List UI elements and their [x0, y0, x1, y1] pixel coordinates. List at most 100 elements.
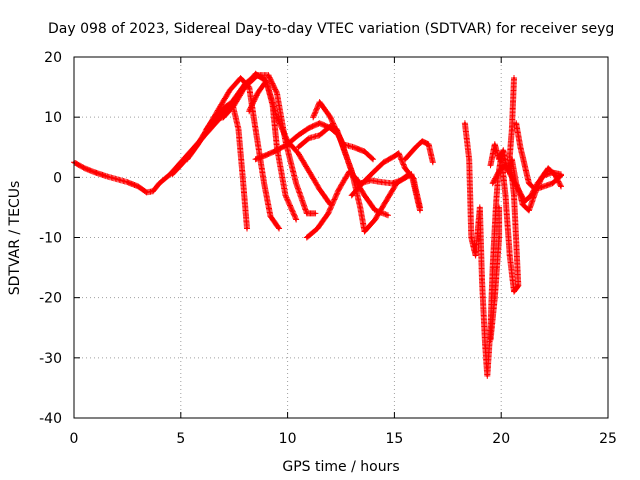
data-point — [478, 206, 481, 209]
data-point — [380, 180, 383, 184]
data-point — [218, 106, 221, 110]
x-tick-label: 20 — [492, 431, 510, 447]
data-point — [341, 143, 345, 146]
y-tick-label: 20 — [44, 50, 62, 66]
data-point — [361, 182, 364, 185]
data-point — [294, 218, 298, 221]
data-point — [470, 236, 473, 239]
data-point — [267, 73, 270, 77]
data-point — [327, 212, 330, 215]
data-point — [369, 179, 373, 182]
data-point — [297, 146, 300, 149]
data-point — [275, 149, 279, 152]
data-point — [318, 100, 321, 104]
data-point — [494, 206, 498, 209]
data-point — [527, 182, 531, 185]
data-point — [502, 149, 505, 152]
data-point — [262, 182, 266, 185]
series-arc-k — [402, 138, 436, 166]
data-point — [542, 185, 546, 188]
data-point — [529, 194, 533, 197]
axis-ticks: 0 5 10 15 20 25 -40 -30 -20 -10 0 10 20 — [39, 50, 617, 447]
data-point — [237, 128, 240, 131]
data-point — [297, 152, 300, 155]
data-point — [431, 161, 434, 164]
data-point — [491, 182, 494, 185]
data-point — [222, 116, 225, 119]
data-point — [363, 194, 366, 197]
series-arc-e — [246, 78, 334, 208]
data-point — [374, 209, 377, 212]
chart-title: Day 098 of 2023, Sidereal Day-to-day VTE… — [48, 21, 614, 37]
y-axis-label: SDTVAR / TECUs — [7, 181, 23, 296]
data-point — [508, 155, 511, 158]
data-point — [275, 116, 279, 119]
data-point — [527, 209, 531, 212]
data-point — [294, 182, 298, 185]
data-point — [337, 188, 341, 191]
data-point — [512, 194, 516, 197]
data-point — [363, 230, 366, 233]
data-point — [480, 278, 484, 281]
data-point — [316, 227, 319, 230]
data-point — [318, 122, 321, 125]
data-point — [265, 79, 268, 83]
data-point — [403, 158, 407, 161]
data-point — [348, 170, 351, 173]
data-point — [489, 338, 492, 341]
data-point — [312, 116, 315, 119]
x-tick-label: 0 — [70, 431, 79, 447]
data-point — [284, 194, 287, 197]
x-tick-label: 5 — [176, 431, 185, 447]
data-point — [534, 188, 537, 191]
data-point — [515, 122, 518, 125]
data-point — [151, 190, 155, 193]
data-point — [510, 176, 514, 179]
data-point — [414, 146, 417, 149]
data-point — [233, 97, 236, 101]
data-point — [399, 179, 402, 182]
data-point — [241, 176, 244, 179]
data-point — [350, 194, 353, 197]
series-late-4 — [513, 120, 565, 193]
x-tick-label: 15 — [385, 431, 403, 447]
series-arc-b — [184, 75, 283, 232]
data-point — [551, 171, 554, 174]
data-point — [536, 182, 539, 185]
data-point — [126, 180, 129, 184]
data-point — [254, 128, 257, 131]
y-tick-label: 10 — [44, 110, 62, 126]
data-point — [318, 134, 321, 137]
data-point — [158, 182, 161, 185]
data-point — [504, 194, 507, 197]
data-point — [179, 164, 182, 167]
data-point — [495, 266, 499, 269]
data-point — [248, 110, 251, 113]
data-point — [186, 158, 189, 161]
data-point — [510, 128, 514, 131]
data-point — [329, 116, 332, 119]
data-point — [277, 227, 281, 230]
data-point — [233, 103, 236, 107]
data-point — [403, 167, 407, 170]
data-point — [265, 153, 268, 157]
data-point — [521, 203, 524, 206]
data-point — [468, 158, 471, 161]
data-point — [243, 85, 247, 89]
data-point — [517, 284, 520, 287]
data-point — [474, 254, 477, 257]
data-point — [305, 212, 308, 215]
data-point — [386, 214, 390, 217]
data-point — [497, 206, 501, 209]
data-point — [491, 266, 494, 269]
data-point — [512, 76, 516, 80]
data-point — [196, 143, 200, 146]
data-point — [384, 200, 388, 203]
y-tick-label: 0 — [53, 170, 62, 186]
data-point — [512, 290, 516, 293]
data-point — [371, 158, 375, 161]
data-point — [484, 344, 487, 347]
data-point — [523, 200, 526, 203]
